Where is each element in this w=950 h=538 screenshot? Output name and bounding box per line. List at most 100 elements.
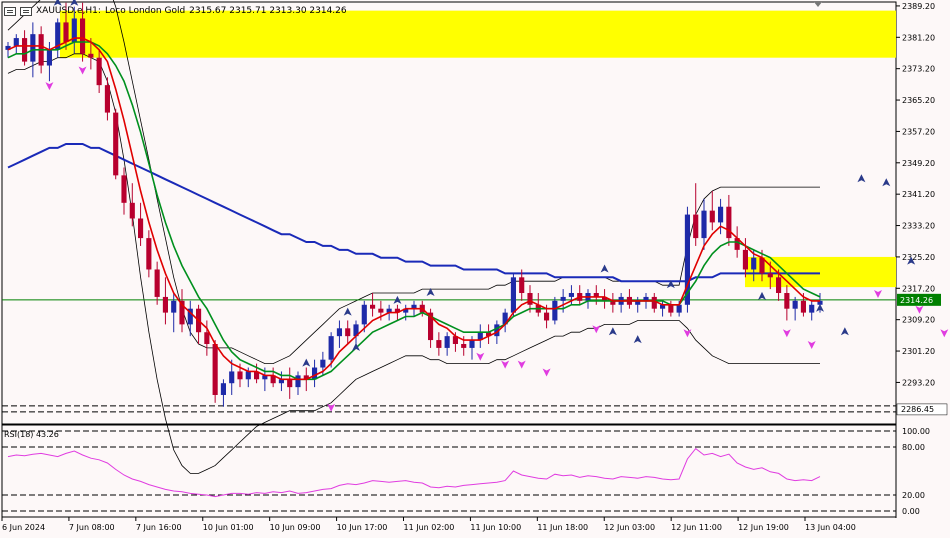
time-tick-label: 12 Jun 19:00 — [738, 523, 789, 532]
candle-body — [817, 300, 823, 305]
price-tick-label: 2349.20 — [902, 159, 935, 168]
candle-body — [676, 304, 682, 313]
rsi-line — [7, 447, 821, 498]
candle-body — [477, 332, 483, 341]
supply-zone-0 — [60, 10, 896, 58]
price-tick-label: 2389.20 — [902, 2, 935, 11]
price-tick-label: 2381.20 — [902, 33, 935, 42]
candle-body — [262, 375, 268, 380]
price-tick-label: 2325.20 — [902, 253, 935, 262]
candle-body — [179, 300, 185, 325]
candle-body — [104, 85, 110, 113]
symbol-menu-icon[interactable] — [4, 6, 16, 16]
time-tick-label: 10 Jun 09:00 — [270, 523, 321, 532]
chart-shift-marker — [814, 2, 822, 7]
time-tick-label: 10 Jun 01:00 — [203, 523, 254, 532]
fractal-up-arrow — [600, 264, 609, 273]
candle-body — [428, 312, 434, 341]
candle-body — [378, 308, 384, 313]
candle-body — [237, 371, 243, 380]
candle-body — [278, 379, 284, 384]
candle-body — [701, 210, 707, 239]
candle-body — [759, 257, 765, 274]
candle-body — [767, 273, 773, 278]
fractal-up-arrow — [393, 295, 402, 304]
fractal-down-arrow — [807, 340, 816, 349]
candle-body — [444, 336, 450, 348]
candle-body — [809, 304, 815, 313]
candle-body — [96, 57, 102, 86]
candle-body — [370, 304, 376, 309]
time-tick-label: 11 Jun 10:00 — [470, 523, 521, 532]
candle-body — [452, 336, 458, 344]
price-tick-label: 2341.20 — [902, 190, 935, 199]
fractal-up-arrow — [352, 342, 360, 351]
candle-body — [187, 308, 193, 325]
fractal-up-arrow — [343, 307, 352, 316]
rsi-label: RSI(18) 43.26 — [4, 430, 59, 439]
candle-body — [602, 296, 608, 301]
candle-body — [552, 300, 558, 321]
chart-properties-icon[interactable] — [20, 6, 32, 16]
candle-body — [63, 22, 69, 43]
candle-body — [30, 34, 36, 62]
fractal-down-arrow — [683, 329, 692, 338]
candle-body — [742, 249, 748, 270]
band-upper-line — [7, 0, 820, 364]
fractal-down-arrow — [542, 368, 551, 377]
candle-body — [726, 206, 732, 239]
current-price-label: 2314.26 — [900, 296, 933, 305]
time-tick-label: 12 Jun 11:00 — [671, 523, 722, 532]
time-tick-label: 7 Jun 08:00 — [69, 523, 115, 532]
fractal-up-arrow — [816, 303, 824, 312]
fractal-up-arrow — [857, 174, 866, 183]
supply-zone-1 — [745, 256, 896, 288]
candle-body — [593, 293, 599, 297]
candle-body — [345, 328, 351, 337]
time-tick-label: 6 Jun 2024 — [2, 523, 45, 532]
candle-body — [113, 112, 119, 176]
price-tick-label: 2309.20 — [902, 316, 935, 325]
candle-body — [154, 269, 160, 297]
candle-body — [486, 332, 492, 337]
candle-body — [668, 304, 674, 313]
rsi-level-label: 0.00 — [902, 507, 920, 516]
time-tick-label: 12 Jun 03:00 — [604, 523, 655, 532]
support-price-label: 2286.45 — [901, 405, 934, 414]
candle-body — [436, 340, 442, 348]
chart-header: XAUUSD.e,H1: Loco London Gold 2315.67 23… — [4, 6, 347, 16]
fractal-up-arrow — [758, 291, 766, 300]
candle-body — [146, 238, 152, 270]
time-tick-label: 11 Jun 02:00 — [404, 523, 455, 532]
candle-body — [46, 49, 52, 66]
candle-body — [80, 18, 86, 54]
candle-body — [635, 300, 641, 305]
symbol-timeframe: XAUUSD.e,H1: — [36, 6, 101, 16]
fractal-up-arrow — [426, 288, 435, 297]
candle-body — [162, 296, 168, 313]
candle-body — [320, 359, 326, 368]
candle-body — [353, 324, 359, 337]
candle-body — [270, 375, 276, 384]
candle-body — [55, 22, 61, 50]
ohlc-values: 2315.67 2315.71 2313.30 2314.26 — [189, 6, 347, 16]
fractal-up-arrow — [53, 0, 62, 6]
candle-body — [129, 202, 135, 219]
candle-body — [510, 277, 516, 313]
fractal-down-arrow — [476, 352, 485, 361]
ma-slow-line — [7, 41, 821, 381]
time-tick-label: 13 Jun 04:00 — [805, 523, 856, 532]
candle-body — [22, 38, 28, 62]
fractal-up-arrow — [840, 327, 849, 336]
rsi-level-label: 80.00 — [902, 443, 925, 452]
candle-body — [800, 300, 806, 313]
candle-body — [229, 371, 235, 384]
candle-body — [527, 293, 533, 305]
support-price-box — [896, 403, 948, 416]
fractal-down-arrow — [915, 305, 924, 314]
price-tick-label: 2293.20 — [902, 378, 935, 387]
candle-body — [502, 312, 508, 325]
candle-body — [734, 238, 740, 250]
price-tick-label: 2357.20 — [902, 127, 935, 136]
